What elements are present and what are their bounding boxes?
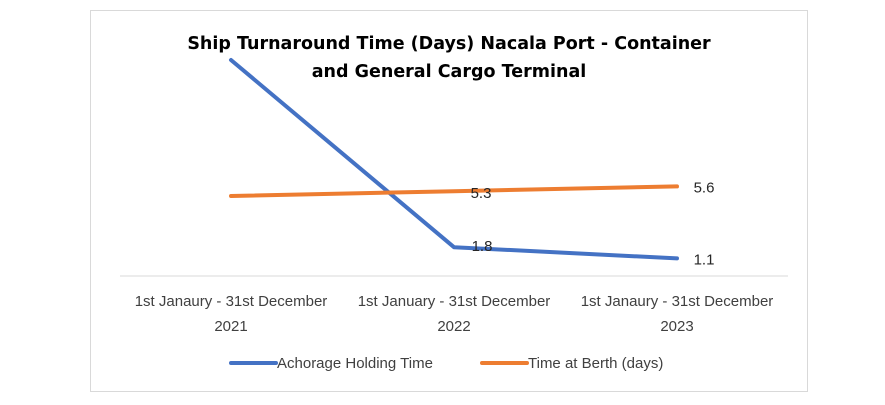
data-label-series-0-point-2: 1.1 <box>694 251 715 268</box>
x-tick-label-1-line-1: 2022 <box>437 318 470 335</box>
legend: Achorage Holding Time Time at Berth (days… <box>229 355 663 372</box>
data-label-series-1-point-2: 5.6 <box>694 179 715 196</box>
legend-label-1: Time at Berth (days) <box>528 355 663 372</box>
chart-title-line-1: Ship Turnaround Time (Days) Nacala Port … <box>187 34 711 54</box>
data-label-series-0-point-1: 1.8 <box>472 238 493 255</box>
data-label-series-1-point-1: 5.3 <box>471 185 492 202</box>
x-tick-label-0-line-0: 1st Janaury - 31st December <box>135 293 328 310</box>
chart-title-line-2: and General Cargo Terminal <box>311 62 587 82</box>
legend-label-0: Achorage Holding Time <box>277 355 433 372</box>
x-tick-label-2-line-1: 2023 <box>660 318 693 335</box>
series-layer <box>229 58 679 261</box>
chart-frame <box>90 10 808 392</box>
x-tick-labels: 1st Janaury - 31st December 2021 1st Janua… <box>135 293 774 335</box>
x-tick-label-2-line-0: 1st Janaury - 31st December <box>581 293 774 310</box>
series-line-0 <box>229 58 679 261</box>
data-labels: 1.8 1.1 5.3 5.6 <box>471 179 715 268</box>
x-tick-label-0-line-1: 2021 <box>214 318 247 335</box>
chart-title: Ship Turnaround Time (Days) Nacala Port … <box>90 30 808 86</box>
x-tick-label-1-line-0: 1st January - 31st December <box>358 293 551 310</box>
